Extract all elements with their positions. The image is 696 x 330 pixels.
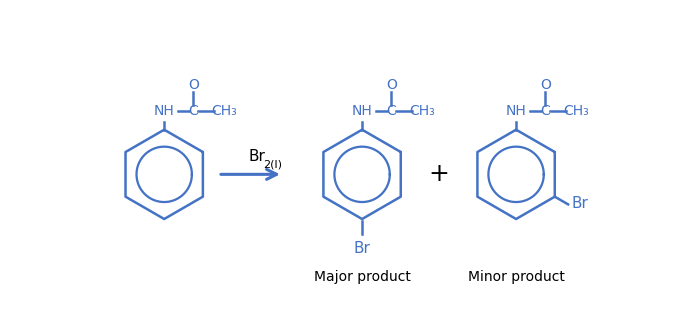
Text: C: C — [189, 104, 198, 118]
Text: NH: NH — [506, 104, 526, 118]
Text: Minor product: Minor product — [468, 270, 564, 284]
Text: O: O — [188, 78, 199, 92]
Text: CH₃: CH₃ — [563, 104, 589, 118]
Text: CH₃: CH₃ — [212, 104, 237, 118]
Text: CH₃: CH₃ — [409, 104, 435, 118]
Text: C: C — [541, 104, 551, 118]
Text: NH: NH — [351, 104, 372, 118]
Text: Major product: Major product — [314, 270, 411, 284]
Text: Br: Br — [249, 149, 266, 164]
Text: Br: Br — [354, 241, 370, 255]
Text: NH: NH — [154, 104, 175, 118]
Text: +: + — [429, 162, 450, 186]
Text: C: C — [386, 104, 396, 118]
Text: O: O — [540, 78, 551, 92]
Text: O: O — [386, 78, 397, 92]
Text: 2(l): 2(l) — [263, 160, 282, 170]
Text: Br: Br — [572, 196, 589, 211]
